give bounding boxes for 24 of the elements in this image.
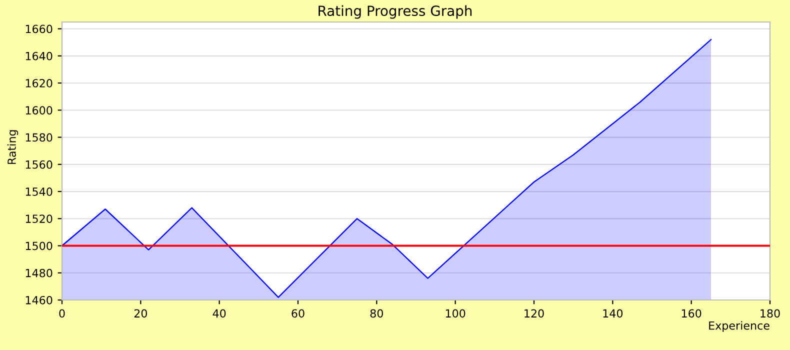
y-axis-title: Rating bbox=[7, 130, 18, 164]
x-tick-label: 120 bbox=[524, 309, 544, 318]
x-tick-label: 180 bbox=[760, 309, 780, 318]
y-tick-label: 1600 bbox=[26, 106, 52, 115]
y-tick-label: 1580 bbox=[26, 133, 52, 142]
x-axis-title: Experience bbox=[709, 321, 770, 332]
y-tick-label: 1460 bbox=[26, 296, 52, 304]
x-tick-label: 20 bbox=[134, 309, 147, 318]
x-tick-label: 140 bbox=[603, 309, 623, 318]
y-tick-label: 1540 bbox=[26, 187, 52, 196]
x-tick-label: 160 bbox=[682, 309, 702, 318]
y-tick-label: 1640 bbox=[26, 52, 52, 60]
x-tick-label: 40 bbox=[212, 309, 226, 318]
y-tick-label: 1480 bbox=[26, 268, 52, 278]
x-tick-label: 80 bbox=[370, 309, 383, 318]
y-tick-label: 1520 bbox=[26, 214, 52, 224]
chart-title: Rating Progress Graph bbox=[318, 5, 472, 19]
x-tick-label: 100 bbox=[446, 309, 466, 318]
y-tick-label: 1620 bbox=[26, 79, 52, 88]
x-tick-label: 0 bbox=[59, 309, 65, 318]
y-tick-label: 1660 bbox=[26, 24, 52, 34]
y-tick-label: 1560 bbox=[26, 160, 52, 169]
x-tick-label: 60 bbox=[292, 309, 304, 318]
y-tick-label: 1500 bbox=[26, 242, 52, 250]
